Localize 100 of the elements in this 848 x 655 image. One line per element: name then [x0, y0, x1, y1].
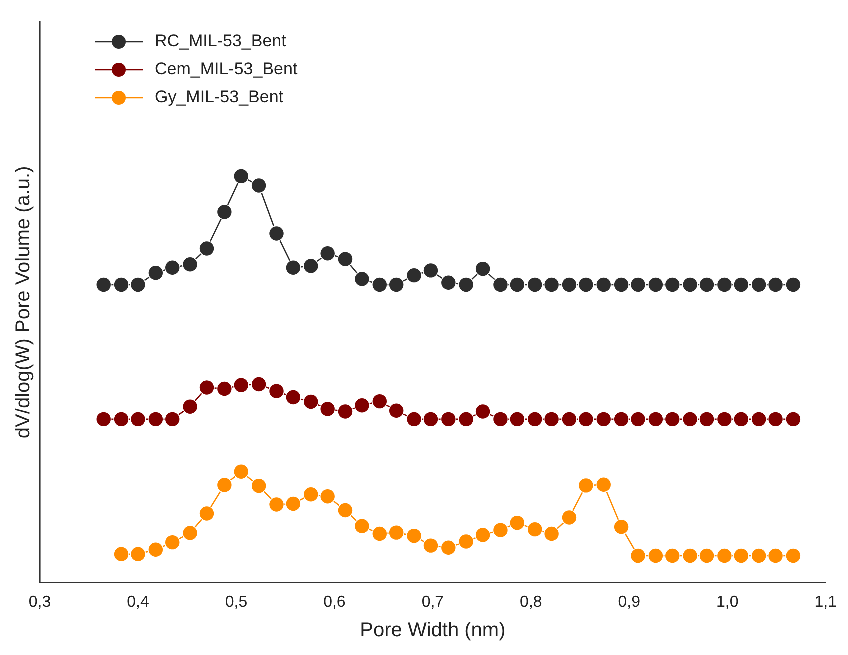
point: [682, 548, 698, 564]
point: [164, 412, 181, 428]
point: [562, 412, 578, 428]
point: [286, 260, 302, 276]
x-tick-label: 0,8: [520, 594, 542, 611]
point: [148, 412, 164, 428]
point: [527, 412, 544, 428]
point: [216, 381, 233, 397]
point: [630, 412, 646, 428]
point: [682, 277, 698, 293]
point: [786, 277, 802, 293]
point: [578, 277, 594, 293]
point: [268, 226, 285, 242]
point: [303, 258, 320, 274]
point: [786, 412, 802, 428]
point: [733, 277, 750, 293]
point: [182, 525, 198, 542]
point: [733, 412, 750, 428]
point: [716, 548, 733, 564]
point: [510, 277, 526, 293]
point: [768, 277, 784, 293]
point: [338, 404, 354, 420]
point: [320, 401, 336, 418]
point: [286, 390, 302, 406]
point: [562, 510, 578, 526]
point: [664, 548, 681, 564]
x-tick-label: 0,6: [324, 594, 346, 611]
point: [372, 526, 388, 542]
point: [199, 380, 215, 396]
point: [338, 502, 354, 518]
point: [699, 277, 715, 293]
point: [96, 412, 112, 428]
point: [406, 412, 422, 428]
point: [751, 412, 767, 428]
point: [699, 548, 715, 564]
point: [614, 519, 630, 536]
point: [578, 412, 594, 428]
point: [699, 412, 715, 428]
point: [475, 527, 491, 544]
x-axis-title: Pore Width (nm): [360, 620, 506, 642]
point: [96, 277, 112, 293]
point: [268, 496, 285, 513]
point: [216, 204, 233, 220]
point: [716, 277, 733, 293]
point: [648, 277, 664, 293]
point: [492, 522, 509, 538]
point: [320, 246, 336, 262]
point: [544, 412, 560, 428]
point: [596, 277, 612, 293]
point: [372, 394, 388, 410]
point: [492, 412, 509, 428]
point: [199, 240, 215, 257]
point: [354, 398, 370, 414]
x-tick-label: 0,4: [127, 594, 150, 611]
point: [768, 412, 784, 428]
point: [130, 412, 146, 428]
point: [648, 548, 664, 564]
point: [423, 412, 439, 428]
point: [423, 538, 439, 554]
legend-label: Gy_MIL-53_Bent: [155, 88, 284, 107]
point: [372, 277, 388, 293]
x-tick-label: 1,0: [716, 594, 739, 611]
point: [303, 394, 320, 410]
point: [527, 277, 544, 293]
point: [614, 277, 630, 293]
point: [475, 261, 491, 277]
point: [751, 277, 767, 293]
point: [614, 412, 630, 428]
point: [440, 540, 457, 556]
point: [406, 528, 422, 544]
point: [251, 376, 267, 392]
x-tick-label: 0,5: [225, 594, 248, 611]
point: [164, 534, 181, 550]
point: [664, 277, 681, 293]
y-axis-title: dV/dlog(W) Pore Volume (a.u.): [12, 166, 35, 439]
point: [458, 534, 474, 550]
point: [148, 542, 164, 558]
point: [648, 412, 664, 428]
x-tick-label: 0,9: [618, 594, 641, 611]
point: [544, 526, 560, 542]
point: [458, 277, 474, 293]
point: [338, 251, 354, 268]
point: [630, 548, 646, 564]
legend-label: RC_MIL-53_Bent: [155, 32, 287, 51]
point: [388, 403, 404, 419]
point: [268, 383, 285, 400]
point: [664, 412, 681, 428]
point: [303, 486, 320, 503]
point: [786, 548, 802, 564]
point: [320, 488, 336, 505]
point: [596, 476, 612, 493]
point: [510, 412, 526, 428]
point: [216, 477, 233, 494]
point: [544, 277, 560, 293]
legend-label: Cem_MIL-53_Bent: [155, 60, 298, 79]
point: [510, 515, 526, 531]
point: [716, 412, 733, 428]
point: [733, 548, 750, 564]
point: [354, 271, 370, 288]
point: [130, 546, 146, 562]
